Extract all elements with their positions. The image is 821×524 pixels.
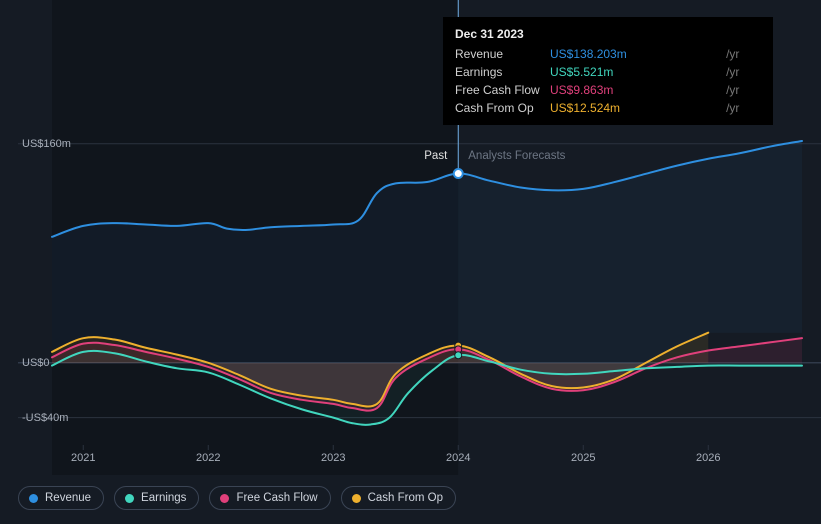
tooltip-row-unit: /yr — [722, 99, 761, 117]
tooltip-row-value: US$12.524m — [550, 99, 722, 117]
tooltip-row: Free Cash FlowUS$9.863m/yr — [455, 81, 761, 99]
y-axis-label: US$0 — [22, 357, 50, 369]
tooltip-date: Dec 31 2023 — [455, 25, 761, 43]
x-axis-label: 2026 — [696, 452, 720, 464]
x-axis-label: 2024 — [446, 452, 470, 464]
legend-label: Earnings — [141, 492, 186, 504]
tooltip-row-label: Free Cash Flow — [455, 81, 550, 99]
legend-swatch — [352, 494, 361, 503]
tooltip-row: RevenueUS$138.203m/yr — [455, 45, 761, 63]
legend-label: Revenue — [45, 492, 91, 504]
legend-item-cash-from-op[interactable]: Cash From Op — [341, 486, 456, 510]
tooltip-row-unit: /yr — [722, 81, 761, 99]
legend-label: Cash From Op — [368, 492, 443, 504]
legend-item-free-cash-flow[interactable]: Free Cash Flow — [209, 486, 330, 510]
y-axis-label: -US$40m — [22, 412, 68, 424]
legend-swatch — [220, 494, 229, 503]
tooltip-row-label: Earnings — [455, 63, 550, 81]
legend-swatch — [29, 494, 38, 503]
tooltip-row-value: US$5.521m — [550, 63, 722, 81]
legend-swatch — [125, 494, 134, 503]
tooltip-row-value: US$138.203m — [550, 45, 722, 63]
legend-label: Free Cash Flow — [236, 492, 317, 504]
legend-item-earnings[interactable]: Earnings — [114, 486, 199, 510]
x-axis-label: 2023 — [321, 452, 345, 464]
tooltip-row-label: Cash From Op — [455, 99, 550, 117]
tooltip-row-value: US$9.863m — [550, 81, 722, 99]
x-axis-label: 2021 — [71, 452, 95, 464]
forecast-label: Analysts Forecasts — [468, 150, 565, 162]
tooltip-row: Cash From OpUS$12.524m/yr — [455, 99, 761, 117]
tooltip-row-label: Revenue — [455, 45, 550, 63]
tooltip-row: EarningsUS$5.521m/yr — [455, 63, 761, 81]
past-label: Past — [424, 150, 447, 162]
y-axis-label: US$160m — [22, 138, 71, 150]
tooltip-row-unit: /yr — [722, 45, 761, 63]
chart-tooltip: Dec 31 2023 RevenueUS$138.203m/yrEarning… — [443, 17, 773, 125]
x-axis-label: 2022 — [196, 452, 220, 464]
tooltip-row-unit: /yr — [722, 63, 761, 81]
legend-item-revenue[interactable]: Revenue — [18, 486, 104, 510]
x-axis-label: 2025 — [571, 452, 595, 464]
legend: Revenue Earnings Free Cash Flow Cash From O… — [18, 486, 456, 510]
